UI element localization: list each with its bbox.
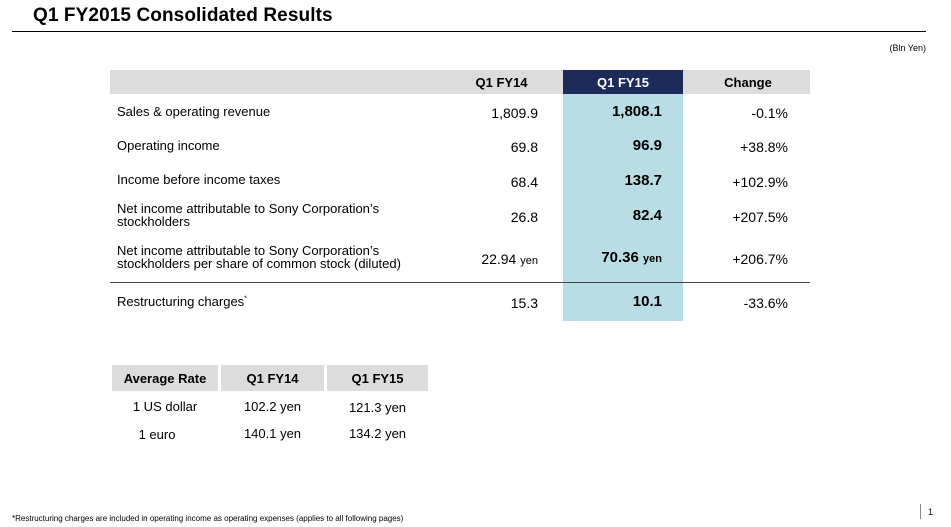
rate-header-gap	[324, 365, 327, 391]
results-header-band	[110, 70, 810, 94]
restructuring-divider	[110, 282, 810, 283]
sales-fy14: 1,809.9	[491, 105, 538, 121]
current-quarter-header-highlight	[563, 70, 683, 94]
row-label-income-before-taxes: Income before income taxes	[117, 172, 281, 187]
row-label-restructuring: Restructuring charges*	[117, 295, 247, 308]
page-title: Q1 FY2015 Consolidated Results	[33, 5, 333, 26]
page-number-divider	[920, 504, 921, 519]
footnote-marker: *	[244, 295, 247, 303]
rate-euro-fy14: 140.1 yen	[243, 426, 302, 441]
rate-euro-fy15: 134.2 yen	[348, 426, 407, 441]
sales-change: -0.1%	[751, 105, 788, 121]
page-number: 1	[928, 507, 934, 517]
restructuring-fy14: 15.3	[510, 295, 538, 311]
rate-header-q1-fy14: Q1 FY14	[246, 371, 299, 386]
rate-header-label: Average Rate	[123, 371, 207, 386]
rate-header-gap	[218, 365, 221, 391]
footnote: *Restructuring charges are included in o…	[12, 514, 404, 523]
current-quarter-column-highlight	[563, 94, 683, 321]
eps-label-line2: stockholders per share of common stock (…	[117, 256, 401, 271]
rate-header-band	[112, 365, 428, 391]
eps-change: +206.7%	[732, 251, 788, 267]
title-divider	[12, 31, 926, 32]
row-label-eps: Net income attributable to Sony Corporat…	[117, 244, 401, 270]
operating-income-change: +38.8%	[740, 139, 788, 155]
restructuring-fy15: 10.1	[632, 293, 662, 310]
restructuring-change: -33.6%	[743, 295, 788, 311]
col-header-q1-fy15: Q1 FY15	[596, 75, 650, 90]
net-income-change: +207.5%	[732, 209, 788, 225]
net-income-fy15: 82.4	[632, 207, 662, 224]
row-label-sales: Sales & operating revenue	[117, 104, 271, 119]
eps-fy14: 22.94	[481, 251, 517, 267]
net-income-label-line1: Net income attributable to Sony Corporat…	[117, 201, 380, 216]
col-header-change: Change	[724, 75, 772, 90]
net-income-label-line2: stockholders	[117, 214, 190, 229]
units-label: (Bln Yen)	[889, 43, 926, 53]
row-label-net-income: Net income attributable to Sony Corporat…	[117, 202, 379, 228]
col-header-q1-fy14: Q1 FY14	[475, 75, 528, 90]
restructuring-label-text: Restructuring charges	[117, 294, 245, 309]
sales-fy15: 1,808.1	[611, 103, 662, 120]
income-before-taxes-fy15: 138.7	[624, 172, 662, 189]
eps-fy14-cell: 22.94 yen	[440, 251, 538, 269]
rate-header-q1-fy15: Q1 FY15	[351, 371, 404, 386]
operating-income-fy15: 96.9	[632, 137, 662, 154]
eps-fy14-unit: yen	[520, 255, 538, 267]
eps-fy15: 70.36	[601, 249, 639, 266]
eps-fy15-unit: yen	[643, 253, 662, 265]
income-before-taxes-change: +102.9%	[732, 174, 788, 190]
rate-usd-fy15: 121.3 yen	[348, 400, 407, 415]
rate-label-usd: 1 US dollar	[132, 399, 198, 414]
eps-label-line1: Net income attributable to Sony Corporat…	[117, 243, 380, 258]
net-income-fy14: 26.8	[510, 209, 538, 225]
rate-usd-fy14: 102.2 yen	[243, 399, 302, 414]
income-before-taxes-fy14: 68.4	[510, 174, 538, 190]
rate-label-euro: 1 euro	[138, 427, 176, 442]
row-label-operating-income: Operating income	[117, 138, 220, 153]
eps-fy15-cell: 70.36 yen	[563, 250, 662, 267]
operating-income-fy14: 69.8	[510, 139, 538, 155]
